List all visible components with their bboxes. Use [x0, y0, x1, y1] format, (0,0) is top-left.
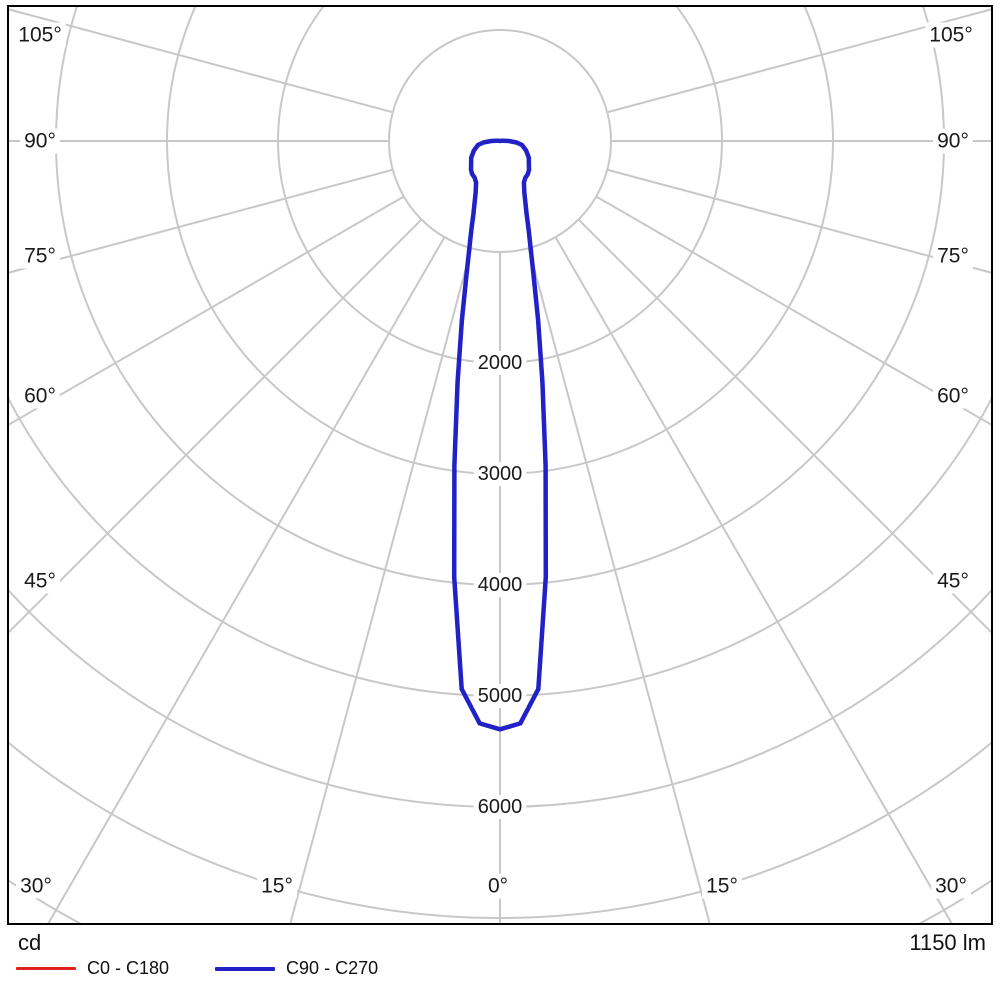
angle-label: 30° [935, 875, 967, 898]
angle-label-bg [933, 243, 973, 269]
angle-label-bg [20, 243, 60, 269]
angle-label-bg [14, 22, 66, 48]
luminous-flux-label: 1150 lm [909, 930, 986, 955]
ring-label-bg [473, 573, 527, 597]
angle-label-group: 60° [20, 383, 60, 409]
grid-radial-line [47, 236, 446, 923]
angle-label-group: 15° [702, 873, 742, 899]
ring-label: 4000 [478, 574, 523, 596]
angle-label: 75° [24, 245, 56, 268]
angle-label: 60° [937, 385, 969, 408]
legend-item-c0-c180: C0 - C180 [16, 958, 169, 979]
angle-label: 60° [24, 385, 56, 408]
angle-label-group: 45° [20, 568, 60, 594]
grid-radial-line [527, 247, 711, 923]
angle-label: 15° [261, 875, 293, 898]
grid-radial-line [9, 218, 423, 634]
angle-label: 105° [18, 24, 61, 47]
ring-label: 6000 [478, 796, 523, 818]
angle-label-bg [483, 873, 513, 899]
legend-label-c90-c270: C90 - C270 [286, 958, 379, 978]
angle-label: 0° [488, 875, 508, 898]
angle-label-bg [933, 568, 973, 594]
angle-label-group: 90° [20, 128, 60, 154]
ring-label-group: 3000 [473, 462, 527, 486]
angle-label-group: 30° [16, 873, 56, 899]
ring-label-bg [473, 795, 527, 819]
angle-label-group: 60° [933, 383, 973, 409]
grid-radial-line [289, 247, 473, 923]
legend-label-c0-c180: C0 - C180 [87, 958, 170, 978]
ring-label-bg [473, 351, 527, 375]
grid-radial-line [606, 8, 991, 114]
angle-label: 90° [937, 130, 969, 153]
angle-label-group: 105° [925, 22, 977, 48]
grid-radial-line [606, 168, 991, 274]
angle-label-group: 75° [20, 243, 60, 269]
angle-label-bg [16, 873, 56, 899]
angle-label: 105° [929, 24, 972, 47]
angle-label-bg [20, 128, 60, 154]
angle-label: 30° [20, 875, 52, 898]
ring-label-bg [473, 684, 527, 708]
angle-label: 75° [937, 245, 969, 268]
angle-label-bg [257, 873, 297, 899]
legend-swatch-c90-c270 [215, 966, 276, 971]
plot-border [7, 5, 993, 925]
angle-label: 90° [24, 130, 56, 153]
ring-label-group: 6000 [473, 795, 527, 819]
intensity-curve-c90-c270 [451, 138, 549, 732]
angle-label-bg [931, 873, 971, 899]
grid-radial-line [554, 236, 953, 923]
angle-label-bg [20, 568, 60, 594]
grid-radial-line [9, 168, 394, 274]
angle-label: 45° [937, 570, 969, 593]
ring-label-group: 2000 [473, 351, 527, 375]
ring-label-group: 5000 [473, 684, 527, 708]
grid-radial-line [9, 8, 394, 114]
angle-label-group: 105° [14, 22, 66, 48]
angle-label-bg [702, 873, 742, 899]
legend-row: C0 - C180 C90 - C270 [16, 958, 378, 979]
legend-swatch-c0-c180 [16, 967, 76, 970]
ring-label: 3000 [478, 463, 523, 485]
unit-label: cd [18, 930, 42, 955]
angle-label-bg [933, 383, 973, 409]
angle-label-group: 0° [483, 873, 513, 899]
angle-label-group: 15° [257, 873, 297, 899]
angle-label-group: 75° [933, 243, 973, 269]
angle-label-group: 30° [931, 873, 971, 899]
angle-label-bg [933, 128, 973, 154]
angle-label-bg [20, 383, 60, 409]
grid-radial-line [595, 195, 991, 426]
angle-label-group: 90° [933, 128, 973, 154]
ring-label: 5000 [478, 685, 523, 707]
grid-radial-line [9, 195, 405, 426]
legend-item-c90-c270: C90 - C270 [215, 958, 378, 979]
ring-label-group: 4000 [473, 573, 527, 597]
ring-label-bg [473, 462, 527, 486]
angle-label: 45° [24, 570, 56, 593]
angle-label: 15° [706, 875, 738, 898]
ring-label: 2000 [478, 352, 523, 374]
angle-label-group: 45° [933, 568, 973, 594]
angle-label-bg [925, 22, 977, 48]
